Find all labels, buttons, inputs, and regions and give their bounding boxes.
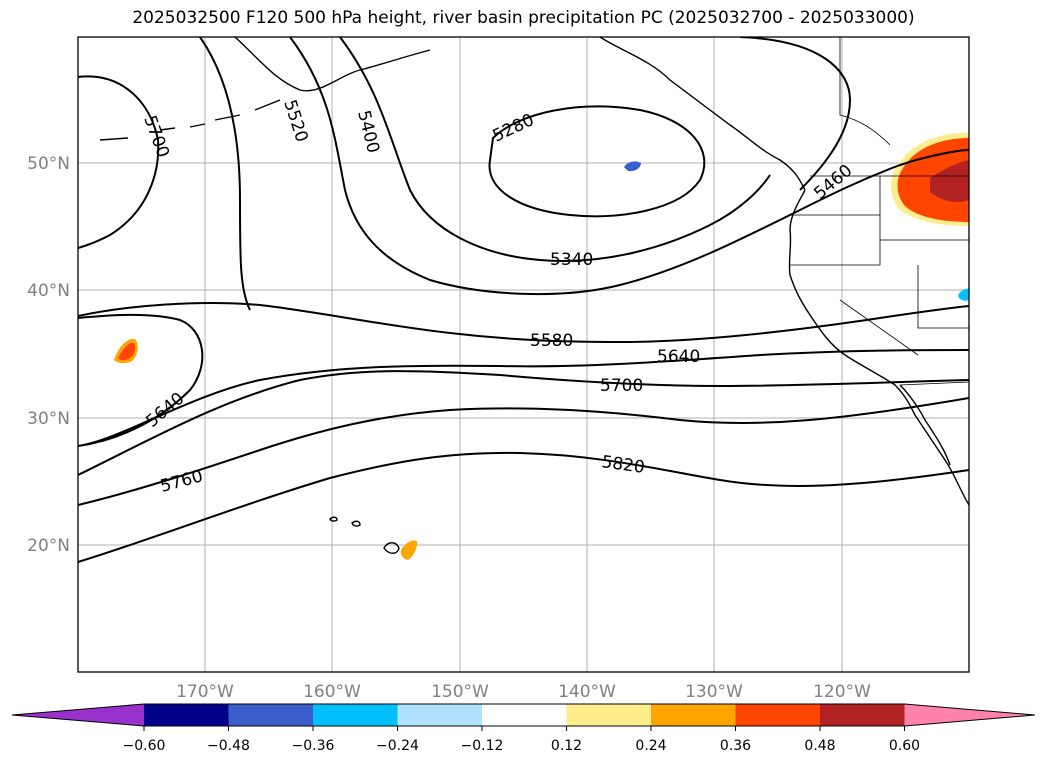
map-content: 5700 5520 5400 5280 5340 5460 5580 5640 … xyxy=(78,37,969,672)
colorbar-segment xyxy=(228,704,313,726)
contour-label-5640-west: 5640 xyxy=(142,389,188,432)
contour-5340 xyxy=(339,37,771,262)
colorbar-segment xyxy=(651,704,736,726)
colorbar-segment xyxy=(397,704,482,726)
contour-label-5520: 5520 xyxy=(279,97,311,144)
precip-area-central-pacific-core xyxy=(118,342,136,361)
colorbar-tick-label: −0.24 xyxy=(376,738,419,754)
colorbar-extend-right xyxy=(904,704,1035,726)
coast-southeast-alaska xyxy=(599,37,806,191)
colorbar-tick-label: −0.36 xyxy=(292,738,335,754)
colorbar-segment xyxy=(735,704,820,726)
contour-5460-east xyxy=(739,37,852,191)
contour-5520 xyxy=(199,37,251,311)
coast-hawaii-maui xyxy=(351,520,361,527)
contour-5400 xyxy=(289,37,969,296)
colorbar-segment xyxy=(313,704,398,726)
lat-label-50n: 50°N xyxy=(27,154,70,174)
contour-label-5760: 5760 xyxy=(158,466,205,497)
colorbar: −0.60 −0.48 −0.36 −0.24 −0.12 0.12 0.24 … xyxy=(11,703,1036,754)
contour-label-5580: 5580 xyxy=(530,331,573,351)
colorbar-segment xyxy=(144,704,229,726)
precip-area-northwest-us-peak xyxy=(930,160,969,203)
lat-label-30n: 30°N xyxy=(27,409,70,429)
height-contours xyxy=(78,37,969,563)
contour-label-5820: 5820 xyxy=(600,452,646,478)
map-title: 2025032500 F120 500 hPa height, river ba… xyxy=(132,8,915,28)
contour-5700-mid xyxy=(78,370,969,476)
contour-5640 xyxy=(78,313,969,447)
contour-label-5640-east: 5640 xyxy=(657,347,700,367)
lon-label-130w: 130°W xyxy=(685,682,743,702)
colorbar-tick-label: 0.24 xyxy=(635,738,666,754)
coast-hawaii-kauai xyxy=(329,516,338,522)
map-frame xyxy=(77,36,970,673)
longitude-labels: 170°W 160°W 150°W 140°W 130°W 120°W xyxy=(176,682,871,702)
coast-alaska-peninsula xyxy=(234,37,431,92)
colorbar-extend-left xyxy=(12,704,144,726)
contour-label-5700-west: 5700 xyxy=(139,113,173,160)
colorbar-tick-label: −0.12 xyxy=(461,738,504,754)
contour-label-5340: 5340 xyxy=(550,250,593,270)
latitude-labels: 50°N 40°N 30°N 20°N xyxy=(27,154,70,556)
border-alaska-canada xyxy=(839,37,891,146)
precip-area-gulf-of-alaska xyxy=(624,161,641,172)
contour-5580 xyxy=(78,302,969,344)
political-borders xyxy=(790,37,969,386)
colorbar-tick-label: 0.48 xyxy=(804,738,835,754)
lon-label-170w: 170°W xyxy=(176,682,234,702)
precip-area-nevada xyxy=(958,288,969,301)
lon-label-150w: 150°W xyxy=(431,682,489,702)
contour-5760 xyxy=(78,397,969,506)
colorbar-segment xyxy=(566,704,651,726)
colorbar-tick-label: −0.60 xyxy=(123,738,166,754)
colorbar-tick-label: 0.12 xyxy=(551,738,582,754)
lat-label-20n: 20°N xyxy=(27,536,70,556)
colorbar-segment xyxy=(820,704,905,726)
colorbar-tick-label: 0.36 xyxy=(720,738,751,754)
lat-label-40n: 40°N xyxy=(27,281,70,301)
colorbar-ticks xyxy=(143,726,905,731)
coast-west-north-america xyxy=(788,189,969,506)
colorbar-tick-label: −0.48 xyxy=(207,738,250,754)
colorbar-segment xyxy=(482,704,567,726)
contour-label-5700-mid: 5700 xyxy=(600,376,643,396)
coast-baja-inner xyxy=(899,384,951,466)
precip-shading xyxy=(114,132,969,560)
colorbar-tick-label: 0.60 xyxy=(889,738,920,754)
lon-label-120w: 120°W xyxy=(813,682,871,702)
lon-label-160w: 160°W xyxy=(303,682,361,702)
contour-5820 xyxy=(78,451,969,563)
contour-label-5400: 5400 xyxy=(353,108,383,155)
coast-hawaii-big-island xyxy=(383,542,400,554)
coast-aleutian-islands xyxy=(99,99,281,141)
border-us-mexico xyxy=(899,381,969,386)
colorbar-tick-labels: −0.60 −0.48 −0.36 −0.24 −0.12 0.12 0.24 … xyxy=(123,738,921,754)
precip-area-hawaii xyxy=(400,540,418,560)
lon-label-140w: 140°W xyxy=(558,682,616,702)
coastlines xyxy=(99,37,969,554)
contour-5700-west-high xyxy=(78,75,160,249)
contour-label-5460: 5460 xyxy=(810,161,856,204)
contour-labels: 5700 5520 5400 5280 5340 5460 5580 5640 … xyxy=(139,97,856,496)
border-us-states-west xyxy=(790,176,969,356)
contour-label-5280: 5280 xyxy=(490,110,538,146)
contour-5280 xyxy=(488,105,706,218)
